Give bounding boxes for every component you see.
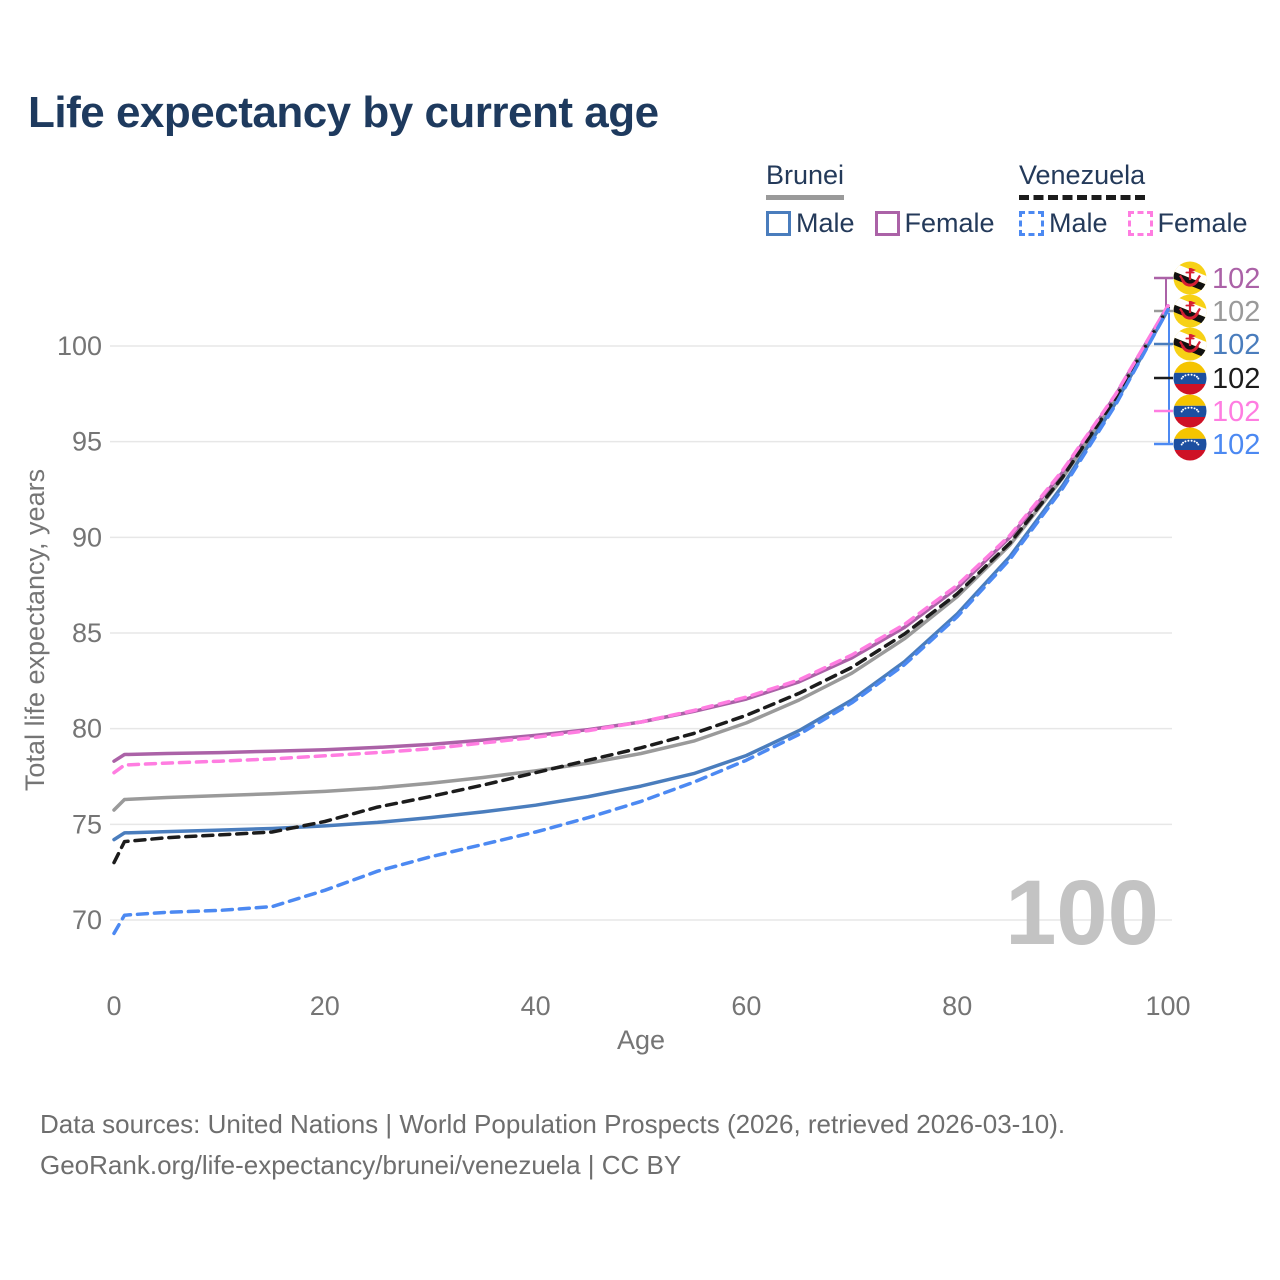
x-tick-label-60: 60 (731, 991, 761, 1021)
venezuela-male-swatch-icon (1019, 211, 1044, 236)
y-tick-label-85: 85 (72, 618, 102, 648)
venezuela-flag-icon (1173, 427, 1207, 461)
venezuela-flag-icon (1173, 394, 1207, 428)
legend-group-brunei: Brunei Male Female (766, 160, 995, 239)
x-tick-label-20: 20 (310, 991, 340, 1021)
end-value-label-brunei-male: 102 (1212, 329, 1260, 361)
legend-item-venezuela-male[interactable]: Male (1019, 208, 1108, 239)
x-axis-title: Age (617, 1025, 665, 1055)
legend-label-venezuela-male: Male (1049, 208, 1108, 238)
legend-label-brunei-male: Male (796, 208, 855, 238)
brunei-flag-icon (1173, 327, 1207, 361)
legend-group-venezuela: Venezuela Male Female (1019, 160, 1248, 239)
x-tick-label-100: 100 (1145, 991, 1190, 1021)
series-line-venezuela-male[interactable] (112, 307, 1170, 936)
legend-items-brunei: Male Female (766, 208, 995, 239)
brunei-flag-icon (1173, 294, 1207, 328)
end-value-label-venezuela-female: 102 (1212, 396, 1260, 428)
legend-heading-venezuela[interactable]: Venezuela (1019, 160, 1146, 200)
footer: Data sources: United Nations | World Pop… (40, 1104, 1065, 1186)
end-value-label-venezuela-male: 102 (1212, 429, 1260, 461)
leader-line-top (1165, 277, 1173, 309)
venezuela-female-swatch-icon (1127, 211, 1153, 236)
age-watermark: 100 (1005, 862, 1159, 964)
series-line-venezuela-total[interactable] (112, 305, 1170, 865)
series-line-brunei-male[interactable] (112, 307, 1170, 842)
y-tick-label-100: 100 (57, 331, 102, 361)
legend-item-venezuela-female[interactable]: Female (1127, 208, 1248, 239)
brunei-male-swatch-icon (766, 211, 791, 236)
footer-line-1: Data sources: United Nations | World Pop… (40, 1109, 1066, 1139)
y-axis-title: Total life expectancy, years (20, 469, 50, 791)
y-tick-label-95: 95 (72, 427, 102, 457)
end-value-label-venezuela-total: 102 (1212, 363, 1260, 395)
footer-line-2: GeoRank.org/life-expectancy/brunei/venez… (40, 1150, 682, 1180)
legend-label-brunei-female: Female (904, 208, 995, 238)
end-value-label-brunei-female: 102 (1212, 263, 1260, 295)
page-title: Life expectancy by current age (28, 88, 659, 137)
legend-heading-brunei[interactable]: Brunei (766, 160, 845, 200)
series-line-brunei-female[interactable] (112, 304, 1170, 763)
series-line-venezuela-female[interactable] (112, 304, 1170, 775)
legend-item-brunei-male[interactable]: Male (766, 208, 855, 239)
venezuela-flag-icon (1173, 361, 1207, 395)
y-tick-label-75: 75 (72, 809, 102, 839)
x-tick-label-80: 80 (942, 991, 972, 1021)
brunei-female-swatch-icon (874, 211, 900, 236)
legend-items-venezuela: Male Female (1019, 208, 1248, 239)
legend-item-brunei-female[interactable]: Female (874, 208, 995, 239)
y-tick-label-90: 90 (72, 522, 102, 552)
legend-label-venezuela-female: Female (1157, 208, 1248, 238)
y-tick-label-80: 80 (72, 714, 102, 744)
end-value-label-brunei-total: 102 (1212, 296, 1260, 328)
x-tick-label-0: 0 (106, 991, 121, 1021)
brunei-flag-icon (1173, 261, 1207, 295)
y-tick-label-70: 70 (72, 905, 102, 935)
x-tick-label-40: 40 (521, 991, 551, 1021)
